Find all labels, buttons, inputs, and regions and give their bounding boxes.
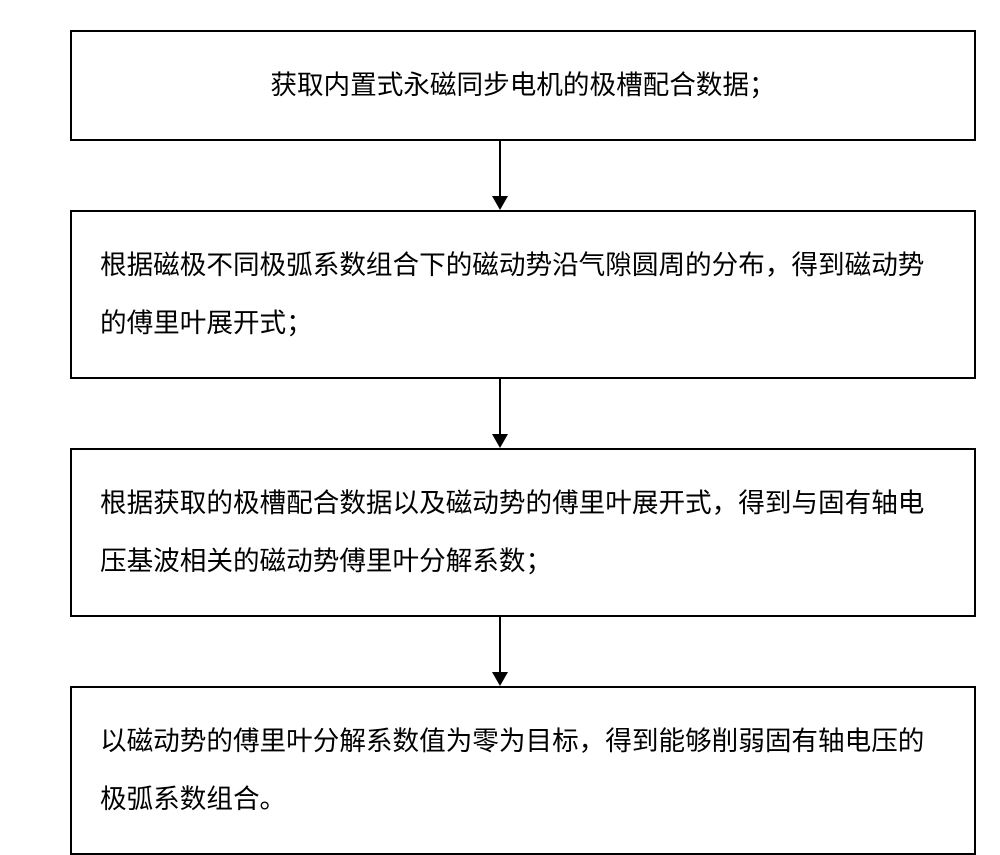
flowchart: 获取内置式永磁同步电机的极槽配合数据； 根据磁极不同极弧系数组合下的磁动势沿气隙圆…	[0, 30, 1000, 855]
flow-box-step1: 获取内置式永磁同步电机的极槽配合数据；	[70, 30, 976, 141]
flow-arrow	[0, 379, 1000, 448]
flowchart-container: 获取内置式永磁同步电机的极槽配合数据； 根据磁极不同极弧系数组合下的磁动势沿气隙圆…	[0, 0, 1000, 842]
flow-box-step3: 根据获取的极槽配合数据以及磁动势的傅里叶展开式，得到与固有轴电压基波相关的磁动势…	[70, 448, 976, 617]
flow-arrow	[0, 617, 1000, 686]
flow-box-step2: 根据磁极不同极弧系数组合下的磁动势沿气隙圆周的分布，得到磁动势的傅里叶展开式；	[70, 210, 976, 379]
flow-box-step4: 以磁动势的傅里叶分解系数值为零为目标，得到能够削弱固有轴电压的极弧系数组合。	[70, 686, 976, 855]
flow-arrow	[0, 141, 1000, 210]
